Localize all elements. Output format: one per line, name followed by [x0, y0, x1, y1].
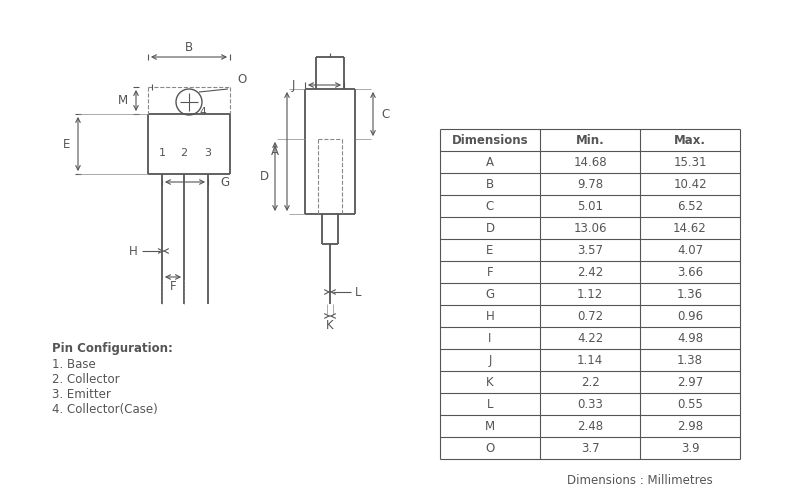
Text: 1: 1	[158, 148, 166, 158]
Text: B: B	[486, 178, 494, 191]
Text: H: H	[486, 310, 494, 323]
Text: Pin Configuration:: Pin Configuration:	[52, 341, 173, 354]
Text: 9.78: 9.78	[577, 178, 603, 191]
Text: 1.14: 1.14	[577, 354, 603, 367]
Text: 2.98: 2.98	[677, 420, 703, 433]
Text: 0.72: 0.72	[577, 310, 603, 323]
Text: C: C	[486, 200, 494, 213]
Text: A: A	[486, 156, 494, 169]
Text: J: J	[292, 80, 295, 92]
Text: 1. Base: 1. Base	[52, 357, 96, 370]
Text: 4. Collector(Case): 4. Collector(Case)	[52, 402, 158, 415]
Text: 1.12: 1.12	[577, 288, 603, 301]
Text: 3: 3	[205, 148, 211, 158]
Text: D: D	[260, 170, 269, 183]
Text: H: H	[130, 245, 138, 258]
Text: 2.97: 2.97	[677, 376, 703, 389]
Text: 4.98: 4.98	[677, 332, 703, 345]
Text: C: C	[381, 108, 390, 121]
Text: 0.55: 0.55	[677, 398, 703, 411]
Text: E: E	[62, 138, 70, 151]
Text: 1.38: 1.38	[677, 354, 703, 367]
Text: 4.07: 4.07	[677, 244, 703, 257]
Text: Dimensions: Dimensions	[452, 134, 528, 147]
Text: F: F	[486, 266, 494, 279]
Text: 1.36: 1.36	[677, 288, 703, 301]
Text: 3. Emitter: 3. Emitter	[52, 387, 111, 400]
Text: M: M	[485, 420, 495, 433]
Text: I: I	[488, 332, 492, 345]
Text: 5.01: 5.01	[577, 200, 603, 213]
Text: 14.68: 14.68	[573, 156, 607, 169]
Text: B: B	[185, 41, 193, 54]
Text: E: E	[486, 244, 494, 257]
Text: 3.9: 3.9	[681, 442, 699, 454]
Text: 2.48: 2.48	[577, 420, 603, 433]
Text: 3.7: 3.7	[581, 442, 599, 454]
Text: Max.: Max.	[674, 134, 706, 147]
Text: 14.62: 14.62	[673, 222, 707, 235]
Text: 15.31: 15.31	[674, 156, 706, 169]
Text: A: A	[271, 145, 279, 158]
Text: G: G	[486, 288, 494, 301]
Text: 10.42: 10.42	[673, 178, 707, 191]
Text: D: D	[486, 222, 494, 235]
Text: Dimensions : Millimetres: Dimensions : Millimetres	[567, 473, 713, 486]
Text: F: F	[170, 280, 176, 293]
Text: 13.06: 13.06	[574, 222, 606, 235]
Text: O: O	[486, 442, 494, 454]
Text: 4.22: 4.22	[577, 332, 603, 345]
Text: 0.96: 0.96	[677, 310, 703, 323]
Text: 0.33: 0.33	[577, 398, 603, 411]
Text: G: G	[220, 176, 229, 189]
Text: Min.: Min.	[576, 134, 604, 147]
Text: 2. Collector: 2. Collector	[52, 372, 120, 385]
Text: L: L	[486, 398, 494, 411]
Text: 4: 4	[200, 107, 206, 117]
Text: M: M	[118, 94, 128, 107]
Text: 2: 2	[181, 148, 187, 158]
Text: L: L	[355, 286, 362, 299]
Text: 2.2: 2.2	[581, 376, 599, 389]
Text: 3.57: 3.57	[577, 244, 603, 257]
Text: J: J	[488, 354, 492, 367]
Text: O: O	[238, 73, 246, 86]
Text: 3.66: 3.66	[677, 266, 703, 279]
Text: K: K	[326, 319, 334, 332]
Text: 2.42: 2.42	[577, 266, 603, 279]
Text: K: K	[486, 376, 494, 389]
Text: 6.52: 6.52	[677, 200, 703, 213]
